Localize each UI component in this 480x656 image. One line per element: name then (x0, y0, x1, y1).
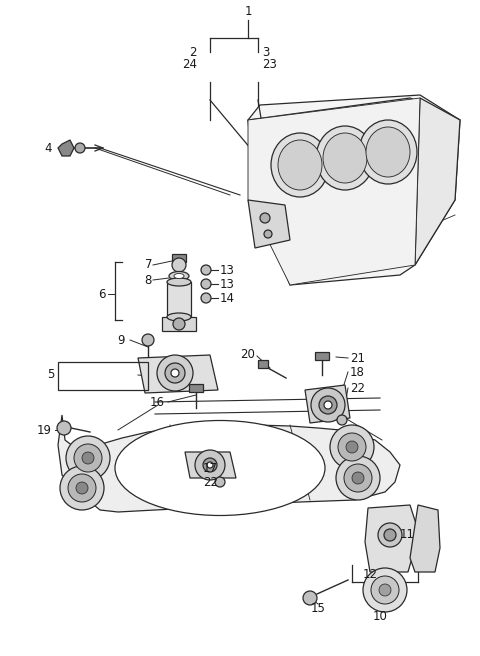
Text: 1: 1 (244, 5, 252, 18)
Text: 20: 20 (240, 348, 255, 361)
Ellipse shape (169, 272, 189, 281)
Circle shape (75, 143, 85, 153)
Ellipse shape (167, 313, 191, 321)
Text: 7: 7 (144, 258, 152, 272)
Text: 19: 19 (37, 424, 52, 436)
Text: 22: 22 (350, 382, 365, 394)
Circle shape (172, 258, 186, 272)
Circle shape (324, 401, 332, 409)
Circle shape (142, 334, 154, 346)
Bar (162, 317, 196, 331)
Circle shape (173, 318, 185, 330)
Polygon shape (248, 98, 420, 285)
Circle shape (207, 462, 213, 468)
Circle shape (338, 433, 366, 461)
Circle shape (74, 444, 102, 472)
Text: 3: 3 (262, 46, 269, 59)
Circle shape (363, 568, 407, 612)
Circle shape (379, 584, 391, 596)
Bar (258, 360, 268, 368)
Text: 5: 5 (48, 369, 55, 382)
Text: 15: 15 (311, 602, 325, 615)
Text: 21: 21 (350, 352, 365, 365)
Polygon shape (138, 355, 218, 393)
Circle shape (336, 456, 380, 500)
Ellipse shape (167, 278, 191, 286)
Text: 4: 4 (45, 142, 52, 155)
Circle shape (201, 293, 211, 303)
Circle shape (352, 472, 364, 484)
Bar (172, 254, 186, 262)
Text: 6: 6 (98, 287, 106, 300)
Circle shape (371, 576, 399, 604)
Text: 16: 16 (150, 396, 165, 409)
Circle shape (330, 425, 374, 469)
Circle shape (303, 591, 317, 605)
Circle shape (171, 369, 179, 377)
Circle shape (60, 466, 104, 510)
Text: 22: 22 (203, 476, 218, 489)
Circle shape (264, 230, 272, 238)
Bar (189, 384, 203, 392)
Text: 24: 24 (182, 58, 197, 71)
Ellipse shape (359, 120, 417, 184)
Bar (315, 352, 329, 360)
Text: 14: 14 (220, 291, 235, 304)
Circle shape (260, 213, 270, 223)
Ellipse shape (366, 127, 410, 177)
Circle shape (201, 279, 211, 289)
Ellipse shape (323, 133, 367, 183)
Circle shape (311, 388, 345, 422)
Polygon shape (185, 452, 236, 478)
Circle shape (201, 265, 211, 275)
Circle shape (319, 396, 337, 414)
Polygon shape (58, 140, 74, 156)
Circle shape (157, 355, 193, 391)
Circle shape (346, 441, 358, 453)
Circle shape (344, 464, 372, 492)
Text: 9: 9 (118, 333, 125, 346)
Text: 13: 13 (220, 277, 235, 291)
Circle shape (82, 452, 94, 464)
Polygon shape (305, 385, 350, 423)
Circle shape (76, 482, 88, 494)
Ellipse shape (174, 274, 184, 279)
Text: 17: 17 (203, 462, 218, 474)
Text: 10: 10 (372, 610, 387, 623)
Circle shape (165, 363, 185, 383)
Ellipse shape (271, 133, 329, 197)
Polygon shape (248, 98, 460, 145)
Ellipse shape (115, 420, 325, 516)
Polygon shape (248, 200, 290, 248)
Polygon shape (415, 98, 460, 265)
Circle shape (384, 529, 396, 541)
Polygon shape (365, 505, 418, 572)
Circle shape (57, 421, 71, 435)
Ellipse shape (316, 126, 374, 190)
Text: 2: 2 (190, 46, 197, 59)
Polygon shape (410, 505, 440, 572)
Text: 11: 11 (400, 529, 415, 541)
Bar (167, 282, 191, 317)
Circle shape (378, 523, 402, 547)
Circle shape (203, 458, 217, 472)
Circle shape (66, 436, 110, 480)
Circle shape (215, 477, 225, 487)
Circle shape (337, 415, 347, 425)
Circle shape (195, 450, 225, 480)
Polygon shape (58, 415, 400, 512)
Text: 12: 12 (362, 568, 377, 581)
Ellipse shape (278, 140, 322, 190)
Polygon shape (248, 95, 460, 285)
Text: 13: 13 (220, 264, 235, 276)
Text: 8: 8 (144, 274, 152, 287)
Text: 18: 18 (350, 365, 365, 379)
Bar (58, 362, 148, 390)
Circle shape (68, 474, 96, 502)
Text: 23: 23 (262, 58, 277, 71)
